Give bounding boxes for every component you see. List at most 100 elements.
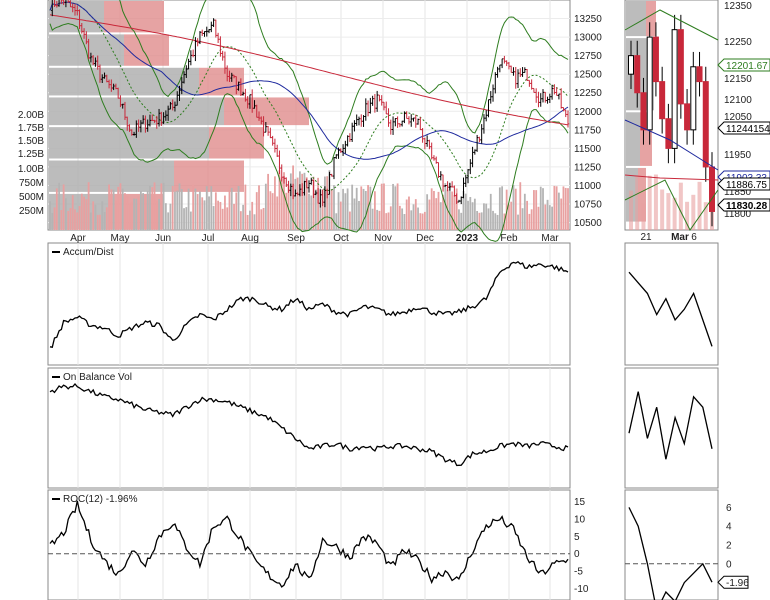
volume-bar bbox=[355, 187, 358, 230]
volume-bar bbox=[358, 200, 360, 230]
obv-label-group: On Balance Vol bbox=[52, 372, 132, 383]
volume-bar bbox=[114, 200, 117, 230]
volume-bar bbox=[467, 200, 469, 230]
volume-by-price-down bbox=[124, 34, 169, 66]
zoom-value-tag: 12201.67 bbox=[717, 58, 770, 72]
zoom-volume-bar bbox=[635, 175, 640, 230]
zoom-value-tag-box bbox=[717, 58, 770, 72]
volume-bar bbox=[344, 193, 347, 230]
zoom-volume-by-price-down bbox=[646, 1, 656, 37]
zoom-price-tick-label: 12250 bbox=[724, 37, 752, 48]
volume-bar bbox=[210, 186, 213, 230]
volume-bar bbox=[335, 213, 338, 230]
volume-bar bbox=[289, 173, 292, 230]
month-label: Nov bbox=[374, 233, 392, 244]
volume-bar bbox=[330, 189, 333, 230]
zoom-value-tag-label: 11886.75 bbox=[726, 180, 767, 191]
volume-bar bbox=[146, 190, 149, 230]
volume-bar bbox=[144, 194, 147, 230]
volume-bar bbox=[410, 210, 413, 230]
zoom-date-label: 6 bbox=[691, 232, 697, 243]
volume-bar bbox=[105, 207, 108, 230]
volume-bar bbox=[171, 185, 174, 230]
volume-bar bbox=[178, 183, 181, 230]
volume-bar bbox=[264, 183, 267, 230]
volume-bar bbox=[139, 191, 142, 230]
price-tick-label: 12000 bbox=[574, 107, 602, 118]
volume-bar bbox=[226, 207, 229, 230]
zoom-candle-body bbox=[702, 81, 709, 168]
volume-bar bbox=[558, 192, 560, 230]
volume-bar bbox=[194, 188, 197, 230]
volume-bar bbox=[124, 193, 126, 230]
zoom-value-tag-box bbox=[717, 177, 770, 191]
price-tick-label: 13000 bbox=[574, 33, 602, 44]
volume-bar bbox=[462, 191, 465, 230]
roc-tick-label: 15 bbox=[574, 497, 586, 508]
panel-ad bbox=[47, 242, 571, 366]
volume-bar bbox=[392, 183, 394, 230]
roc-line bbox=[49, 500, 569, 588]
volume-bar bbox=[546, 199, 549, 230]
volume-bar bbox=[308, 193, 310, 230]
zoom-volume-bar bbox=[691, 194, 696, 230]
volume-bar bbox=[567, 188, 569, 230]
volume-bar bbox=[562, 186, 565, 230]
volume-bar bbox=[348, 211, 351, 230]
volume-bar bbox=[142, 193, 145, 230]
volume-bar bbox=[514, 188, 517, 230]
volume-bar bbox=[187, 188, 190, 230]
bollinger-lower-line bbox=[49, 22, 569, 242]
zoom-roc-tick-label: 4 bbox=[726, 522, 732, 533]
panel-roc bbox=[47, 489, 571, 600]
volume-bar bbox=[342, 188, 344, 230]
volume-bar bbox=[153, 182, 156, 230]
volume-bar bbox=[299, 171, 301, 230]
volume-bar bbox=[564, 187, 567, 230]
zoom-roc-value-tag: -1.96 bbox=[717, 575, 749, 589]
volume-bar bbox=[249, 210, 251, 230]
volume-bar bbox=[408, 196, 410, 230]
volume-bar bbox=[458, 209, 460, 230]
volume-bar bbox=[526, 200, 529, 230]
volume-bar bbox=[492, 210, 494, 230]
zoom-roc-tick-label: 2 bbox=[726, 541, 732, 552]
volume-bar bbox=[126, 196, 129, 230]
volume-bar bbox=[283, 172, 285, 230]
volume-bar bbox=[228, 185, 231, 230]
roc-tick-label: 5 bbox=[574, 532, 580, 543]
volume-bar bbox=[412, 204, 415, 230]
volume-bar bbox=[421, 213, 424, 230]
zoom-candle-body bbox=[684, 103, 691, 131]
volume-tick-label: 500M bbox=[19, 192, 44, 203]
volume-bar bbox=[346, 188, 349, 230]
volume-tick-label: 1.75B bbox=[18, 123, 44, 134]
volume-bar bbox=[496, 214, 499, 230]
volume-bar bbox=[199, 191, 201, 230]
roc-label-group: ROC(12) -1.96% bbox=[52, 494, 138, 505]
volume-bar bbox=[269, 191, 272, 230]
volume-bar bbox=[280, 177, 283, 230]
volume-bar bbox=[487, 208, 490, 230]
volume-by-price-up bbox=[49, 160, 174, 192]
volume-bar bbox=[262, 208, 265, 230]
volume-bar bbox=[185, 207, 188, 230]
volume-bar bbox=[267, 173, 270, 230]
volume-bar bbox=[151, 187, 154, 230]
volume-bar bbox=[258, 185, 260, 230]
accum_dist-line bbox=[49, 260, 569, 348]
volume-bar bbox=[439, 202, 442, 230]
zoom-date-label: 21 bbox=[640, 232, 652, 243]
volume-bar bbox=[242, 204, 245, 230]
volume-bar bbox=[405, 199, 408, 230]
volume-bar bbox=[294, 178, 297, 230]
zoom-roc-value-tag-box bbox=[717, 575, 749, 589]
volume-bar bbox=[130, 201, 133, 230]
price-tick-label: 10500 bbox=[574, 218, 602, 229]
volume-bar bbox=[237, 186, 240, 230]
volume-bar bbox=[255, 192, 258, 230]
volume-bar bbox=[353, 198, 356, 230]
volume-tick-label: 1.25B bbox=[18, 149, 44, 160]
zoom-candle-body bbox=[659, 81, 666, 120]
volume-bar bbox=[471, 202, 474, 230]
